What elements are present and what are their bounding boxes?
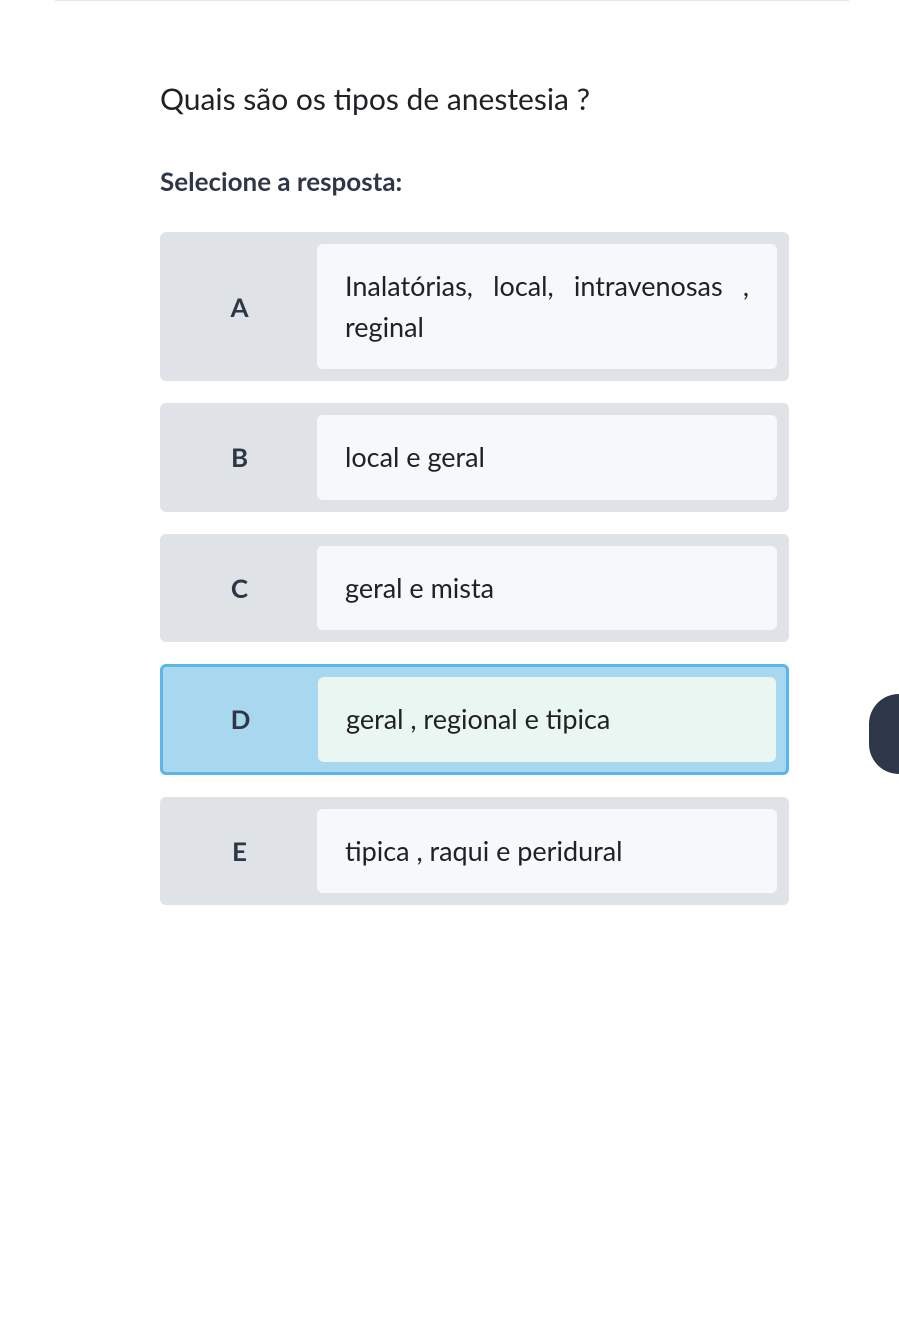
option-letter: D	[163, 667, 318, 772]
option-d[interactable]: Dgeral , regional e tipica	[160, 664, 789, 775]
options-list: A Inalatórias, local, intravenosas , regi…	[160, 232, 789, 905]
option-text-wrapper: tipica , raqui e peridural	[317, 809, 777, 894]
floating-help-button[interactable]	[869, 694, 899, 774]
option-b[interactable]: Blocal e geral	[160, 403, 789, 512]
option-text: Inalatórias, local, intravenosas , regin…	[345, 266, 749, 347]
option-text-wrapper: geral e mista	[317, 546, 777, 631]
option-a[interactable]: A Inalatórias, local, intravenosas , regi…	[160, 232, 789, 381]
option-text-wrapper: geral , regional e tipica	[318, 677, 776, 762]
option-letter: B	[162, 405, 317, 510]
option-text: geral e mista	[345, 568, 749, 609]
option-text: tipica , raqui e peridural	[345, 831, 749, 872]
option-c[interactable]: Cgeral e mista	[160, 534, 789, 643]
instruction-label: Selecione a resposta:	[160, 165, 789, 197]
option-text: local e geral	[345, 437, 749, 478]
option-e[interactable]: Etipica , raqui e peridural	[160, 797, 789, 906]
option-letter: E	[162, 799, 317, 904]
quiz-container: Quais são os tipos de anestesia ? Seleci…	[55, 0, 849, 935]
question-title: Quais são os tipos de anestesia ?	[160, 81, 789, 117]
option-letter: C	[162, 536, 317, 641]
option-text-wrapper: Inalatórias, local, intravenosas , regin…	[317, 244, 777, 369]
option-text-wrapper: local e geral	[317, 415, 777, 500]
option-letter: A	[162, 234, 317, 379]
option-text: geral , regional e tipica	[346, 699, 748, 740]
